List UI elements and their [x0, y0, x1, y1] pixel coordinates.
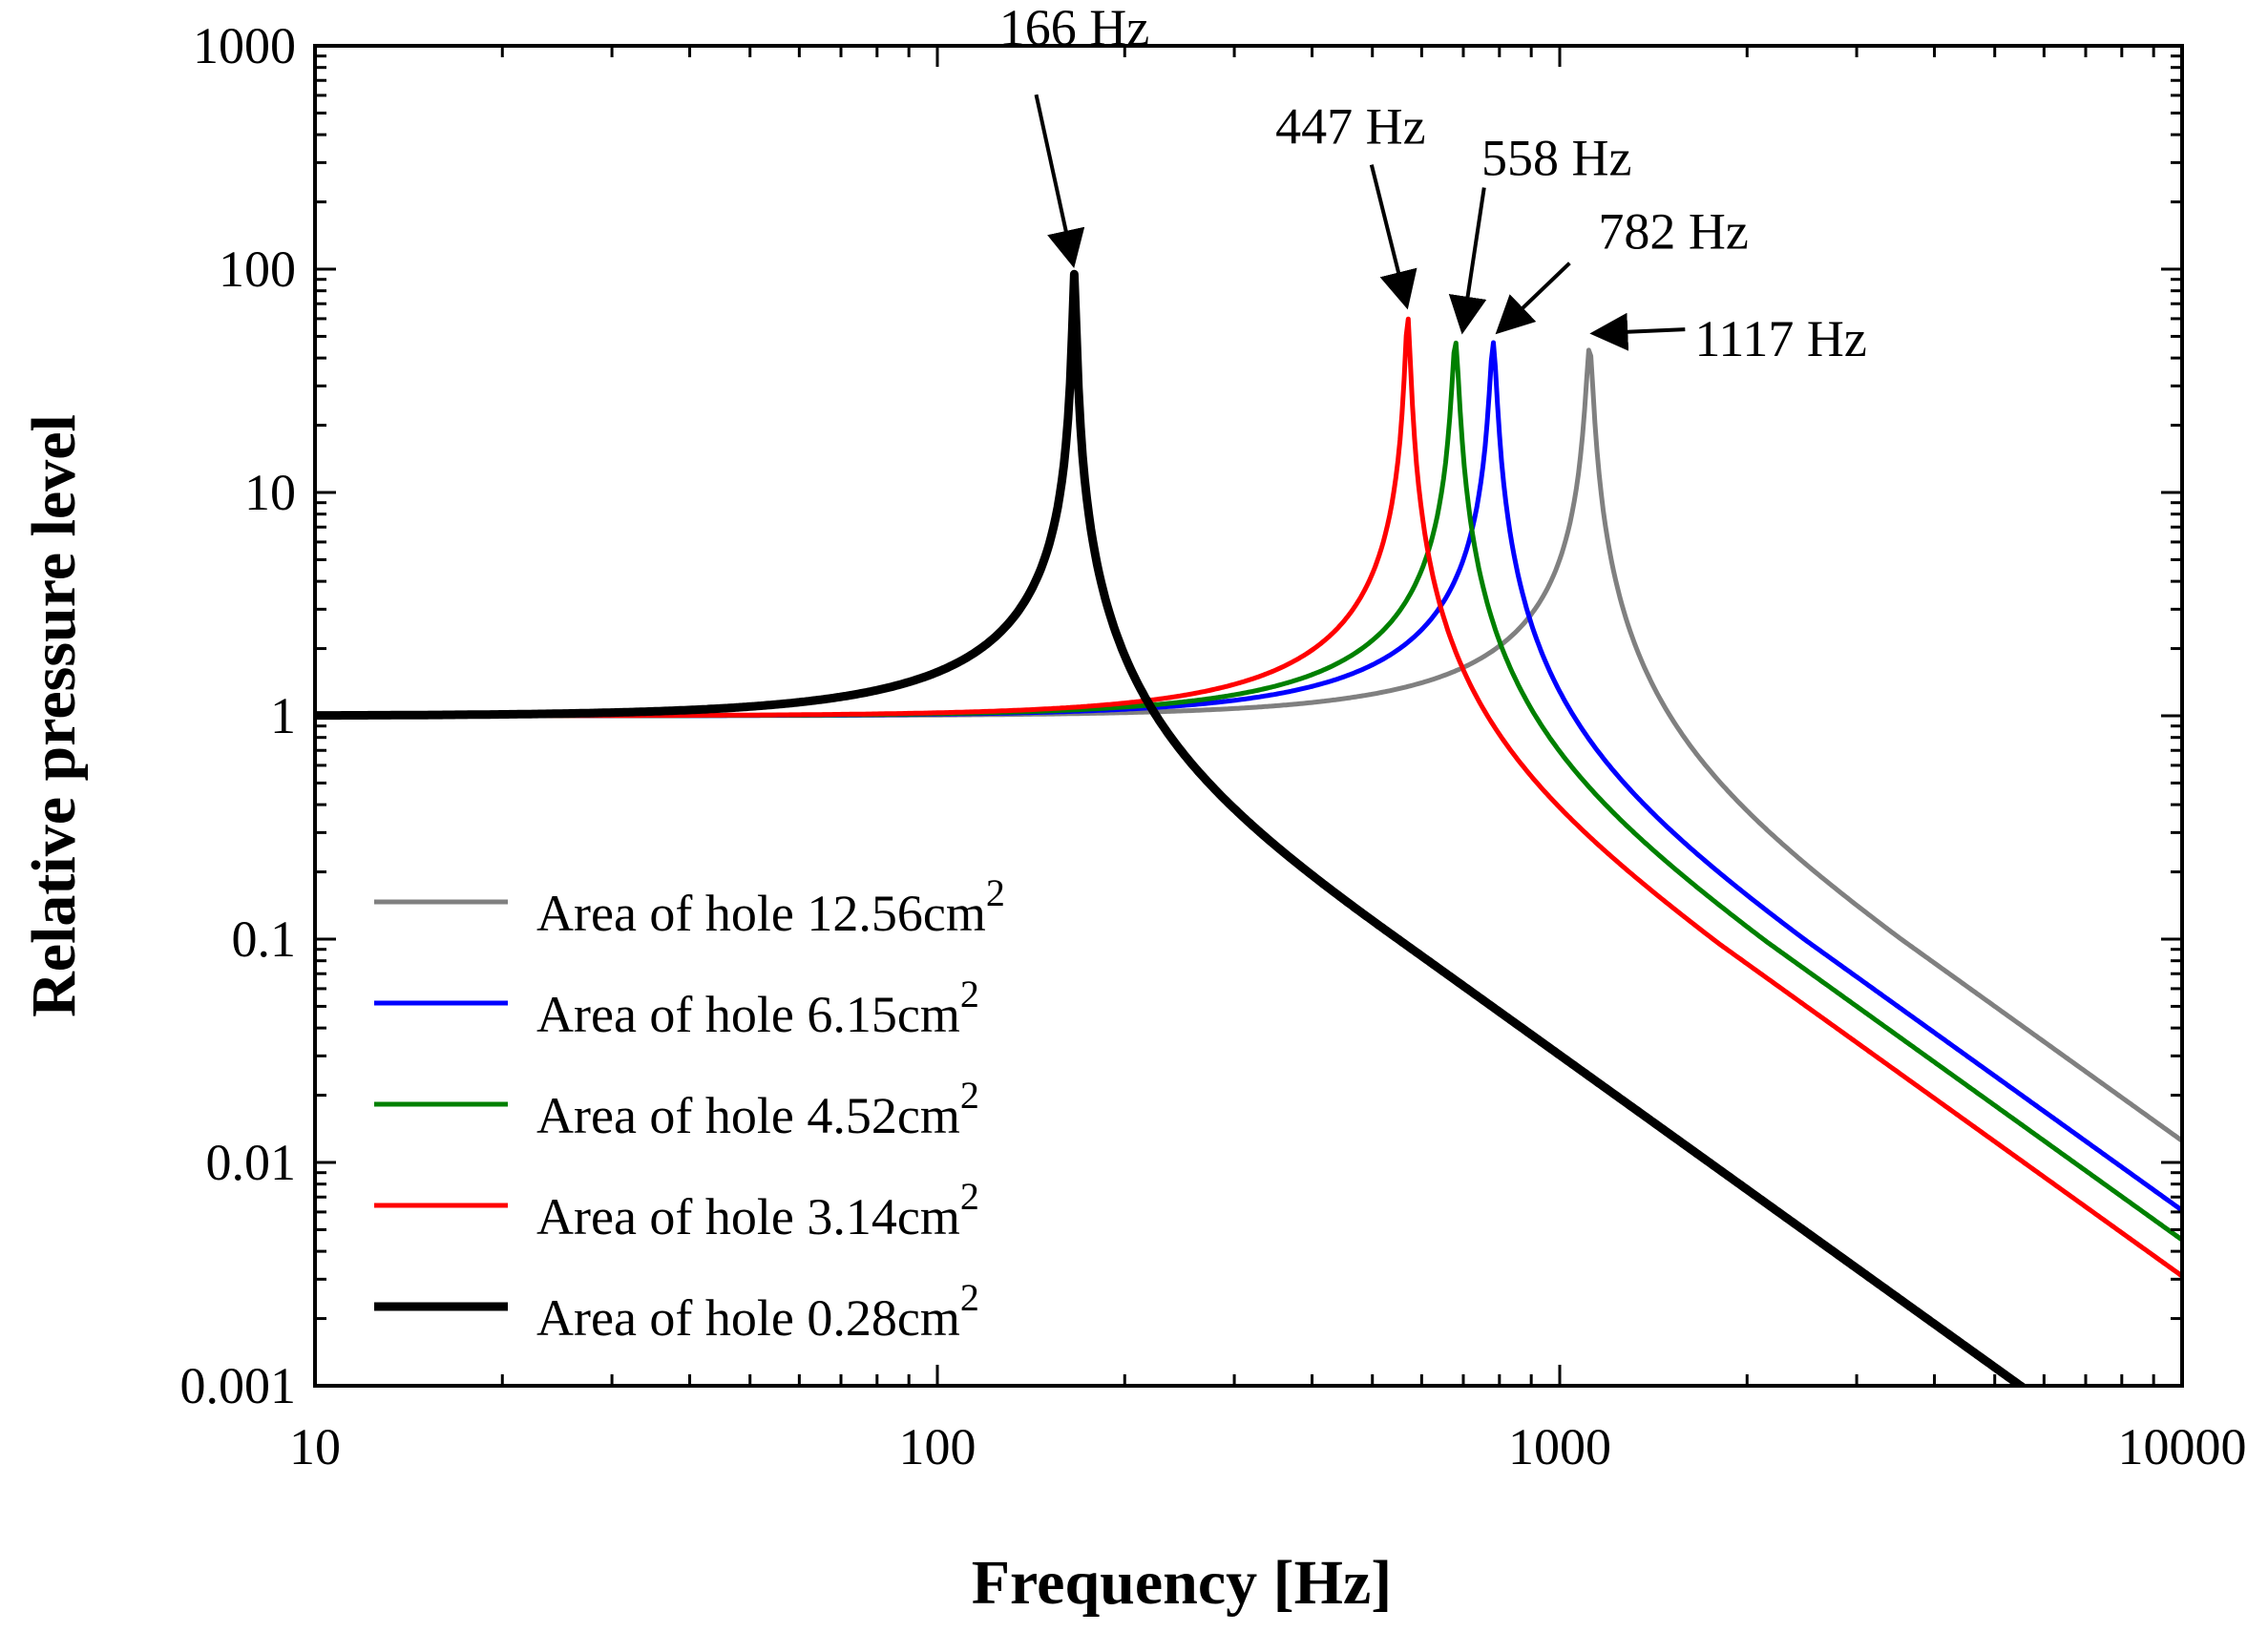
annotation-label: 447 Hz	[1275, 98, 1425, 156]
y-tick-label: 0.001	[180, 1357, 297, 1414]
legend-label-sup: 2	[960, 1074, 979, 1117]
series-line-4	[315, 269, 2028, 1386]
x-tick-label: 10	[289, 1418, 341, 1475]
x-tick-label: 10000	[2118, 1418, 2247, 1475]
legend-label-text: Area of hole 6.15cm	[536, 986, 960, 1043]
x-tick-labels: 10 100 1000 10000	[289, 1418, 2247, 1475]
y-tick-label: 0.1	[232, 910, 297, 968]
annotation-label: 166 Hz	[999, 0, 1149, 56]
annotations: 166 Hz 447 Hz 558 Hz 782 Hz 1117 Hz	[999, 0, 1867, 367]
annotation-arrow	[1448, 187, 1487, 335]
legend-label: Area of hole 4.52cm2	[536, 1074, 979, 1144]
y-tick-label: 100	[219, 241, 296, 298]
x-tick-label: 1000	[1508, 1418, 1611, 1475]
x-axis-title: Frequency [Hz]	[972, 1548, 1393, 1618]
annotation-arrow	[1495, 262, 1571, 335]
y-tick-label: 0.01	[206, 1134, 297, 1191]
legend-label-sup: 2	[960, 973, 979, 1015]
x-tick-label: 100	[899, 1418, 976, 1475]
legend-label-text: Area of hole 12.56cm	[536, 885, 986, 942]
annotation-arrow	[1369, 164, 1418, 310]
annotation-arrow	[1034, 94, 1085, 269]
legend-label: Area of hole 6.15cm2	[536, 973, 979, 1043]
annotation-label: 1117 Hz	[1694, 310, 1866, 367]
legend-label-sup: 2	[960, 1276, 979, 1319]
legend-label-text: Area of hole 0.28cm	[536, 1289, 960, 1347]
legend-label-sup: 2	[960, 1175, 979, 1218]
legend-label-text: Area of hole 3.14cm	[536, 1188, 960, 1245]
annotation-label: 558 Hz	[1481, 130, 1631, 187]
y-tick-label: 1	[270, 687, 296, 744]
annotation-arrow	[1589, 312, 1686, 351]
y-tick-label: 1000	[193, 17, 296, 74]
legend-label-text: Area of hole 4.52cm	[536, 1087, 960, 1144]
y-tick-labels: 0.001 0.01 0.1 1 10 100 1000	[180, 17, 297, 1414]
legend-label-sup: 2	[986, 871, 1005, 914]
legend-label: Area of hole 0.28cm2	[536, 1276, 979, 1347]
y-axis-title: Relative pressure level	[19, 414, 89, 1017]
y-tick-label: 10	[244, 464, 296, 521]
series-layer	[315, 269, 2182, 1386]
legend-label: Area of hole 12.56cm2	[536, 871, 1005, 942]
ticks-layer	[313, 44, 2184, 1388]
annotation-label: 782 Hz	[1598, 203, 1748, 261]
legend-label: Area of hole 3.14cm2	[536, 1175, 979, 1245]
